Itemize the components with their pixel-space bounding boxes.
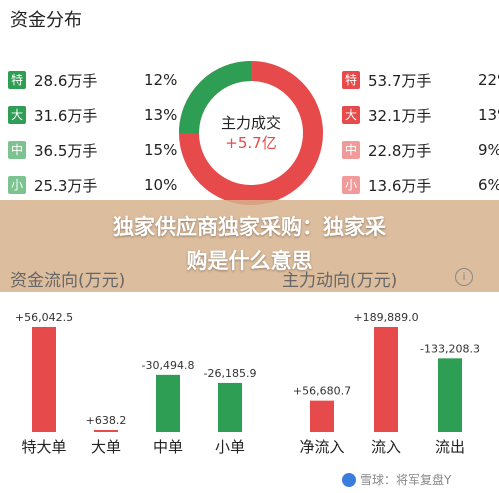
badge: 大 [8, 106, 26, 124]
section-title-fund-distribution: 资金分布 [10, 10, 82, 31]
amount: 31.6万手 [34, 106, 98, 125]
right-row-2: 中 22.8万手 9% [342, 140, 499, 160]
fund-flow-bar-chart: +56,042.5 特大单 +638.2 大单 -30,494.8 中单 -26,185.9… [15, 311, 257, 456]
bar-3 [218, 382, 242, 432]
section-title-fund-flow: 资金流向(万元) [10, 271, 126, 291]
watermark: 雪球：将军复盘Y [342, 471, 451, 488]
overlay-banner [0, 200, 499, 292]
bar-1 [374, 327, 398, 432]
amount: 53.7万手 [368, 71, 432, 90]
bar-2 [156, 374, 180, 432]
data-label-1: +638.2 [86, 414, 127, 427]
left-row-2: 中 36.5万手 15% [8, 140, 177, 160]
donut-center-label: 主力成交 [221, 114, 281, 132]
category-label-1: 大单 [91, 438, 121, 456]
section-title-main-force: 主力动向(万元) [282, 271, 398, 291]
bar-2 [438, 358, 462, 432]
amount: 13.6万手 [368, 176, 432, 195]
info-icon[interactable]: i [455, 268, 473, 286]
percentage: 22% [478, 71, 499, 89]
category-label-1: 流入 [371, 438, 401, 456]
badge: 特 [8, 71, 26, 89]
data-label-0: +56,680.7 [293, 385, 351, 398]
watermark-text: 雪球：将军复盘Y [360, 473, 452, 487]
donut-ring-green [179, 61, 252, 134]
overlay-line-1: 独家供应商独家采购：独家采 [113, 215, 386, 239]
percentage: 12% [144, 71, 178, 89]
bar-1 [94, 430, 118, 432]
right-row-1: 大 32.1万手 13% [342, 105, 499, 125]
overlay-text: 独家供应商独家采购：独家采 购是什么意思 [20, 210, 479, 278]
percentage: 10% [144, 176, 178, 194]
right-row-0: 特 53.7万手 22% [342, 70, 499, 90]
data-label-0: +56,042.5 [15, 311, 73, 324]
badge: 特 [342, 71, 360, 89]
amount: 36.5万手 [34, 141, 98, 160]
category-label-3: 小单 [215, 438, 245, 456]
left-row-1: 大 31.6万手 13% [8, 105, 177, 125]
data-label-1: +189,889.0 [353, 311, 418, 324]
donut-center-value: +5.7亿 [225, 134, 276, 152]
bar-0 [32, 327, 56, 432]
left-row-3: 小 25.3万手 10% [8, 175, 177, 195]
badge: 小 [342, 176, 360, 194]
badge: 小 [8, 176, 26, 194]
percentage: 13% [478, 106, 499, 124]
xueqiu-logo-icon [342, 472, 356, 487]
data-label-2: -30,494.8 [142, 359, 195, 372]
donut-chart: 主力成交 +5.7亿 [179, 61, 323, 205]
percentage: 13% [144, 106, 178, 124]
amount: 32.1万手 [368, 106, 432, 125]
percentage: 6% [478, 176, 499, 194]
badge: 中 [8, 141, 26, 159]
amount: 25.3万手 [34, 176, 98, 195]
badge: 大 [342, 106, 360, 124]
amount: 22.8万手 [368, 141, 432, 160]
category-label-0: 特大单 [21, 438, 66, 456]
right-row-3: 小 13.6万手 6% [342, 175, 499, 195]
left-row-0: 特 28.6万手 12% [8, 70, 177, 90]
overlay-line-2: 购是什么意思 [186, 249, 313, 273]
bar-0 [310, 400, 334, 432]
percentage: 15% [144, 141, 178, 159]
main-force-bar-chart: +56,680.7 净流入 +189,889.0 流入 -133,208.3 流出 [293, 311, 480, 456]
data-label-3: -26,185.9 [204, 367, 257, 380]
category-label-2: 中单 [153, 438, 183, 456]
category-label-0: 净流入 [299, 438, 344, 456]
percentage: 9% [478, 141, 499, 159]
data-label-2: -133,208.3 [420, 342, 480, 355]
badge: 中 [342, 141, 360, 159]
amount: 28.6万手 [34, 71, 98, 90]
category-label-2: 流出 [435, 438, 465, 456]
